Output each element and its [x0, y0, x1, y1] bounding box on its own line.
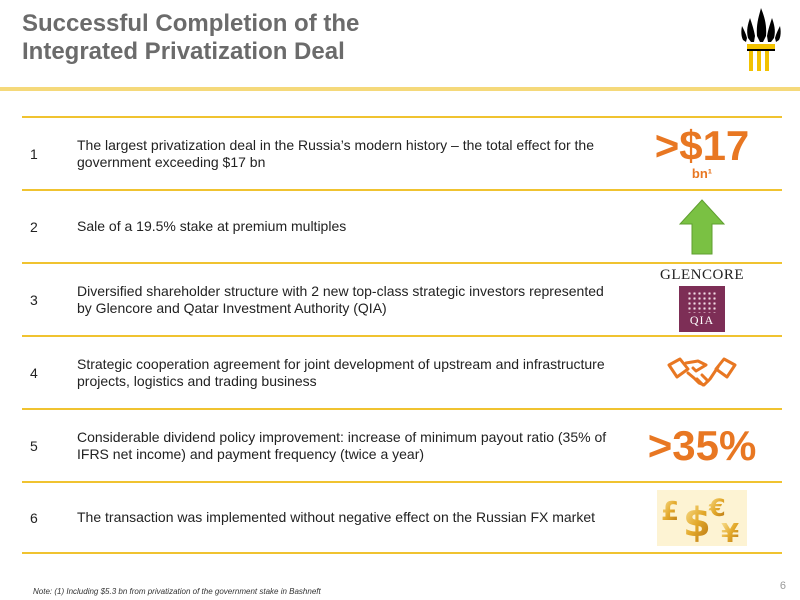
page-number: 6: [779, 580, 786, 592]
page-title: Successful Completion of the Integrated …: [22, 10, 359, 66]
header-divider: [0, 87, 800, 91]
item-visual: GLENCORE QIA: [622, 264, 782, 335]
handshake-icon: [667, 357, 737, 386]
item-text: Strategic cooperation agreement for join…: [77, 355, 605, 389]
svg-text:€: €: [708, 494, 726, 522]
item-number: 5: [30, 437, 38, 454]
item-number: 1: [30, 145, 38, 162]
list-item: 1 The largest privatization deal in the …: [22, 116, 782, 189]
dividend-payout-metric: >35%: [647, 421, 757, 469]
deal-value-metric: >$17: [654, 122, 750, 169]
green-up-arrow-icon: [679, 198, 725, 254]
svg-text:¥: ¥: [721, 519, 739, 546]
item-visual: £ $ € ¥: [622, 483, 782, 552]
item-text: The transaction was implemented without …: [77, 509, 596, 525]
currency-symbols-icon: £ $ € ¥: [657, 489, 747, 546]
item-number: 6: [30, 509, 38, 526]
highlights-list: 1 The largest privatization deal in the …: [22, 116, 782, 554]
item-visual: [622, 337, 782, 408]
item-number: 3: [30, 291, 38, 308]
footnote: Note: (1) Including $5.3 bn from privati…: [33, 587, 321, 596]
item-number: 4: [30, 364, 38, 381]
item-visual: >35%: [622, 410, 782, 481]
item-text-rest: the total effect for the government exce…: [77, 136, 594, 170]
list-item: 2 Sale of a 19.5% stake at premium multi…: [22, 189, 782, 262]
item-visual: [622, 191, 782, 262]
svg-text:£: £: [661, 497, 679, 527]
title-line-2: Integrated Privatization Deal: [22, 38, 345, 65]
svg-text:$: $: [683, 500, 711, 546]
item-number: 2: [30, 218, 38, 235]
company-logo-icon: [741, 8, 781, 71]
title-line-1: Successful Completion of the: [22, 10, 360, 37]
item-visual: >$17 bn¹: [622, 118, 782, 189]
qia-logo: QIA: [679, 286, 725, 332]
deal-value-unit: bn¹: [691, 166, 713, 181]
list-item: 5 Considerable dividend policy improveme…: [22, 408, 782, 481]
item-text: Sale of a 19.5% stake at premium multipl…: [77, 218, 347, 234]
item-text-bold: The largest privatization deal in the Ru…: [77, 136, 459, 153]
glencore-logo: GLENCORE: [660, 267, 744, 283]
item-text: Diversified shareholder structure with 2…: [77, 282, 604, 316]
qia-logo-text: QIA: [689, 313, 715, 327]
list-item: 3 Diversified shareholder structure with…: [22, 262, 782, 335]
item-text: The largest privatization deal in the Ru…: [77, 118, 612, 189]
list-item: 6 The transaction was implemented withou…: [22, 481, 782, 554]
list-item: 4 Strategic cooperation agreement for jo…: [22, 335, 782, 408]
item-text: Considerable dividend policy improvement…: [77, 428, 607, 462]
